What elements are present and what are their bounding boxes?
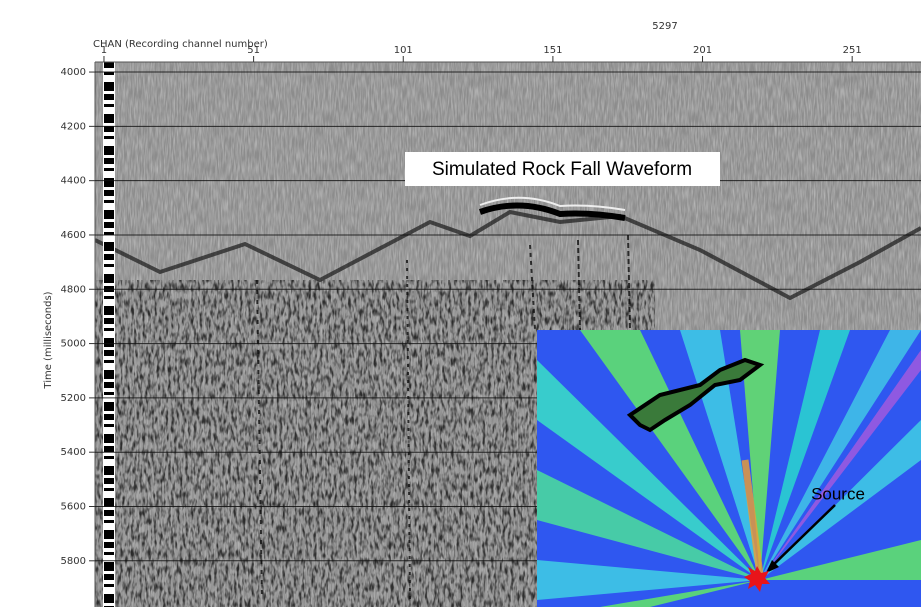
y-tick-label: 5800 [61, 556, 86, 567]
y-tick-label: 4600 [61, 230, 86, 241]
x-tick-label: 201 [693, 45, 712, 56]
top-label: 5297 [652, 21, 677, 32]
x-tick-label: 101 [394, 45, 413, 56]
y-tick-label: 4400 [61, 176, 86, 187]
y-tick-label: 4000 [61, 67, 86, 78]
y-tick-label: 5000 [61, 339, 86, 350]
annotation: Simulated Rock Fall Waveform [432, 159, 692, 180]
inset-map: Source [537, 330, 921, 607]
x-tick-label: 151 [543, 45, 562, 56]
x-tick-label: 251 [843, 45, 862, 56]
y-tick-label: 4200 [61, 121, 86, 132]
y-axis-label: Time (milliseconds) [43, 291, 54, 389]
y-tick-label: 5400 [61, 447, 86, 458]
x-axis-label: CHAN (Recording channel number) [93, 39, 268, 50]
y-tick-label: 4800 [61, 284, 86, 295]
page: {"chart_data": {"type": "seismic", "x_la… [0, 0, 921, 607]
chart: 1511011512012514000420044004600480050005… [0, 0, 921, 607]
y-tick-label: 5200 [61, 393, 86, 404]
source-label: Source [811, 484, 865, 503]
y-tick-label: 5600 [61, 501, 86, 512]
annotation-box: Simulated Rock Fall Waveform [405, 152, 720, 186]
